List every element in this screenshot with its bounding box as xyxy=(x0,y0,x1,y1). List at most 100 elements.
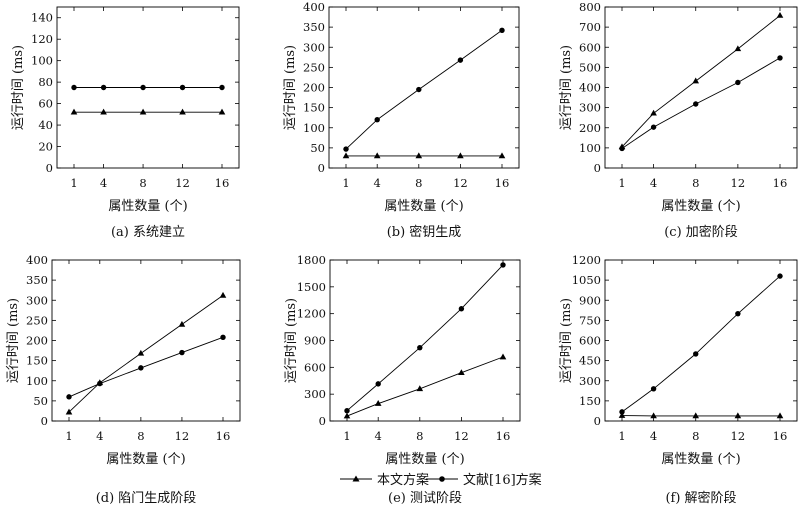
x-axis-label: 属性数量 (个) xyxy=(106,452,185,467)
plot-frame xyxy=(56,6,240,169)
y-tick-label: 900 xyxy=(304,334,326,348)
y-tick-label: 20 xyxy=(38,140,53,154)
data-point-ours xyxy=(139,108,147,115)
y-tick-label: 100 xyxy=(303,121,325,135)
y-tick-label: 120 xyxy=(31,32,53,46)
x-tick-label: 1 xyxy=(343,429,350,443)
data-point-ours xyxy=(137,349,145,356)
data-point-ref xyxy=(71,84,77,91)
y-tick-label: 80 xyxy=(38,75,53,89)
legend: 本文方案 文献[16]方案 xyxy=(340,472,542,488)
data-point-ref xyxy=(100,84,107,91)
y-tick-label: 0 xyxy=(594,161,601,175)
x-axis-label: 属性数量 (个) xyxy=(108,199,187,214)
x-tick-label: 16 xyxy=(216,429,231,443)
x-axis-label: 属性数量 (个) xyxy=(661,199,740,214)
panel-3: 0 100 200 300 400 500 600 700 800 1 4 8 12 16 运行时间 (ms… xyxy=(559,0,798,240)
x-tick-label: 12 xyxy=(731,176,746,190)
series-line-ref xyxy=(68,336,224,398)
data-point-ours xyxy=(218,108,226,115)
series-line-ours xyxy=(346,356,504,417)
data-point-ref xyxy=(735,79,741,86)
data-point-ours xyxy=(415,152,423,159)
x-tick-label: 1 xyxy=(342,176,349,190)
x-tick-label: 16 xyxy=(495,176,510,190)
y-tick-label: 600 xyxy=(579,334,601,348)
data-point-ref xyxy=(416,86,422,93)
data-point-ours xyxy=(343,412,351,419)
data-point-ours xyxy=(498,152,506,159)
x-axis-label: 属性数量 (个) xyxy=(384,199,463,214)
y-axis-label: 运行时间 (ms) xyxy=(6,298,21,383)
y-tick-label: 0 xyxy=(46,161,53,175)
data-point-ours xyxy=(179,108,186,115)
y-tick-label: 100 xyxy=(26,374,48,388)
y-tick-label: 100 xyxy=(579,141,601,155)
y-tick-label: 150 xyxy=(579,394,601,408)
y-tick-label: 300 xyxy=(26,293,48,307)
data-point-ours xyxy=(650,412,657,419)
y-tick-label: 800 xyxy=(579,0,601,14)
panel-caption: (f) 解密阶段 xyxy=(665,490,736,506)
y-tick-label: 200 xyxy=(579,121,601,135)
series-line-ref xyxy=(621,275,781,413)
y-tick-label: 40 xyxy=(38,118,53,132)
legend-ours-label: 本文方案 xyxy=(377,472,429,488)
y-tick-label: 1500 xyxy=(297,280,326,294)
y-tick-label: 350 xyxy=(303,20,325,34)
x-tick-label: 4 xyxy=(100,176,107,190)
x-tick-label: 1 xyxy=(65,429,72,443)
data-point-ref xyxy=(220,334,226,340)
data-point-ref xyxy=(650,386,657,392)
x-tick-label: 8 xyxy=(139,176,146,190)
y-tick-label: 400 xyxy=(579,81,601,95)
y-tick-label: 0 xyxy=(319,414,326,428)
data-point-ref xyxy=(179,84,186,91)
y-tick-label: 300 xyxy=(304,387,326,401)
data-point-ref xyxy=(140,84,146,91)
data-point-ref xyxy=(693,351,699,357)
y-tick-label: 250 xyxy=(303,60,325,74)
y-axis-label: 运行时间 (ms) xyxy=(284,298,299,383)
x-axis-label: 属性数量 (个) xyxy=(661,452,740,467)
y-tick-label: 50 xyxy=(310,141,325,155)
data-point-ref xyxy=(458,306,465,312)
series-line-ours xyxy=(68,295,224,413)
x-tick-label: 4 xyxy=(650,176,657,190)
x-tick-label: 4 xyxy=(374,176,381,190)
data-point-ref xyxy=(138,365,144,371)
panel-caption: (e) 测试阶段 xyxy=(388,491,462,506)
x-tick-label: 12 xyxy=(453,176,468,190)
y-tick-label: 150 xyxy=(303,101,325,115)
y-tick-label: 200 xyxy=(26,334,48,348)
data-point-ours xyxy=(692,412,700,419)
y-tick-label: 700 xyxy=(579,20,601,34)
plot-frame xyxy=(51,259,241,422)
plot-frame xyxy=(604,259,798,422)
data-point-ours xyxy=(650,109,657,116)
panel-caption: (d) 陷门生成阶段 xyxy=(96,491,197,506)
data-point-ref xyxy=(374,117,380,123)
panel-6: 0 150 300 450 600 750 900 1050 1200 1 4 8 12 16 运行时间 (… xyxy=(559,253,798,506)
plot-frame xyxy=(604,6,798,169)
data-point-ref xyxy=(417,344,423,351)
data-point-ours xyxy=(776,11,784,18)
y-axis-label: 运行时间 (ms) xyxy=(11,45,26,130)
data-point-ref xyxy=(619,145,625,152)
legend-ours-marker xyxy=(352,475,360,482)
data-point-ours xyxy=(776,412,784,419)
x-tick-label: 12 xyxy=(175,429,190,443)
panel-caption: (c) 加密阶段 xyxy=(664,224,738,240)
data-point-ref xyxy=(693,101,699,107)
y-tick-label: 500 xyxy=(579,60,601,74)
legend-ref-marker xyxy=(439,476,445,482)
data-point-ours xyxy=(618,412,626,418)
y-tick-label: 50 xyxy=(33,394,48,408)
y-tick-label: 350 xyxy=(26,273,48,287)
y-tick-label: 0 xyxy=(594,414,601,428)
data-point-ours xyxy=(373,152,381,159)
data-point-ref xyxy=(343,146,349,152)
x-tick-label: 8 xyxy=(692,429,699,443)
y-tick-label: 300 xyxy=(579,101,601,115)
legend-ref-label: 文献[16]方案 xyxy=(463,472,542,488)
